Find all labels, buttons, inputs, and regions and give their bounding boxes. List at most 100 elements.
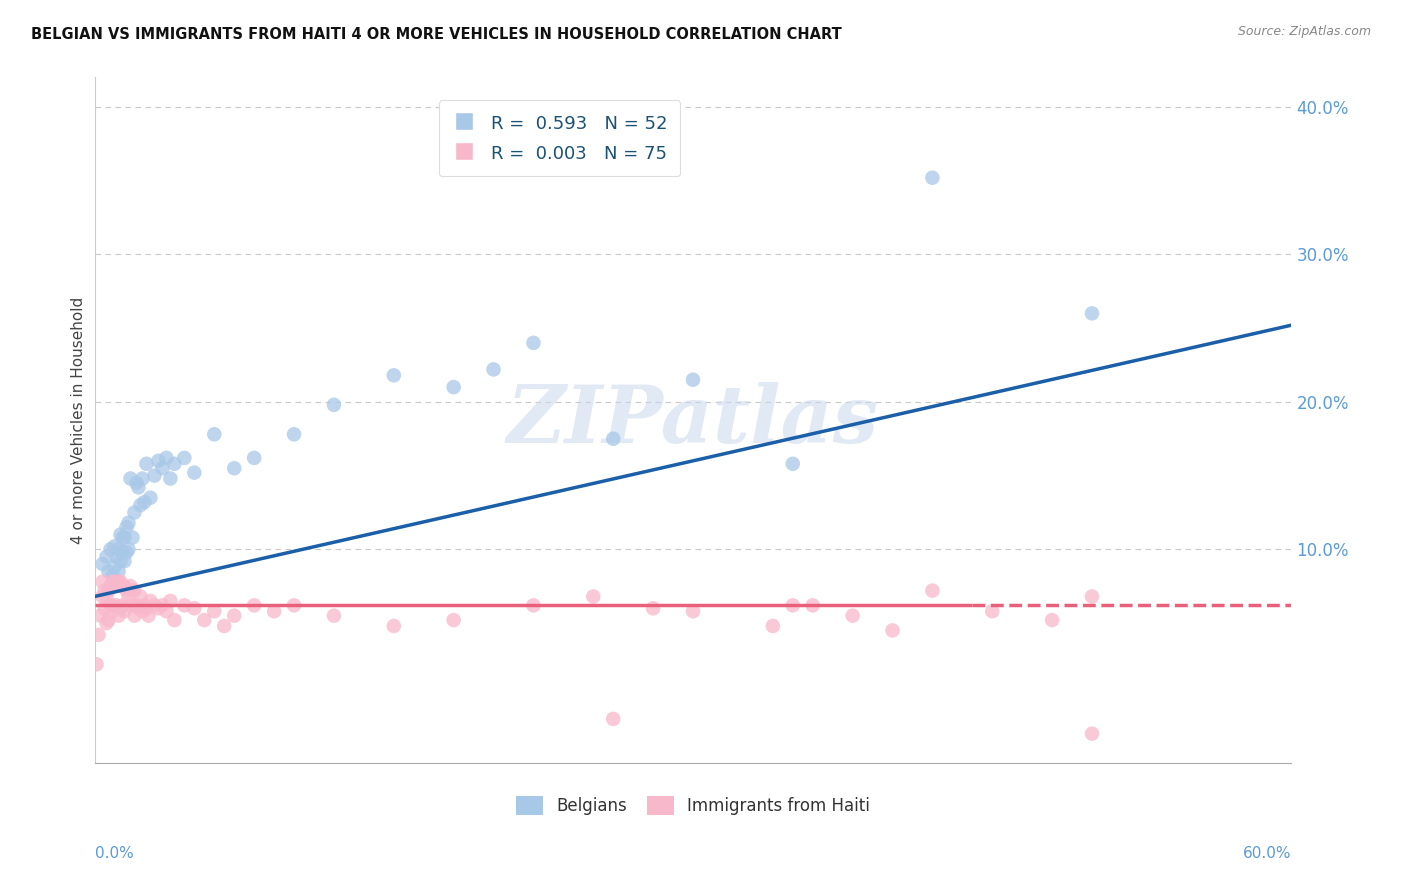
Point <box>224 461 246 475</box>
Point <box>243 599 266 613</box>
Point <box>131 604 153 618</box>
Point <box>91 557 114 571</box>
Point <box>134 599 156 613</box>
Point <box>121 583 143 598</box>
Point <box>152 461 174 475</box>
Point <box>382 368 405 383</box>
Point <box>93 583 115 598</box>
Point <box>148 454 170 468</box>
Point <box>173 599 195 613</box>
Point <box>96 549 118 564</box>
Point <box>111 531 134 545</box>
Point <box>103 540 125 554</box>
Point <box>120 471 142 485</box>
Point <box>111 545 134 559</box>
Text: 0.0%: 0.0% <box>94 847 134 861</box>
Point <box>117 542 139 557</box>
Point <box>120 599 142 613</box>
Point <box>120 579 142 593</box>
Point <box>97 583 120 598</box>
Point <box>111 579 134 593</box>
Point <box>105 579 128 593</box>
Point <box>143 468 166 483</box>
Point <box>107 542 129 557</box>
Point <box>129 590 152 604</box>
Point <box>103 560 125 574</box>
Text: Source: ZipAtlas.com: Source: ZipAtlas.com <box>1237 25 1371 38</box>
Point <box>121 531 143 545</box>
Point <box>101 574 124 589</box>
Y-axis label: 4 or more Vehicles in Household: 4 or more Vehicles in Household <box>72 297 86 544</box>
Point <box>163 613 186 627</box>
Point <box>782 457 804 471</box>
Point <box>762 619 785 633</box>
Point <box>443 380 465 394</box>
Point <box>127 480 149 494</box>
Point <box>1081 306 1104 320</box>
Point <box>114 604 136 618</box>
Point <box>117 590 139 604</box>
Point <box>159 594 181 608</box>
Point <box>173 450 195 465</box>
Point <box>135 601 157 615</box>
Point <box>131 471 153 485</box>
Point <box>107 565 129 579</box>
Point <box>91 590 114 604</box>
Point <box>682 373 704 387</box>
Point <box>212 619 235 633</box>
Point <box>114 531 136 545</box>
Point <box>124 505 146 519</box>
Point <box>163 457 186 471</box>
Point <box>114 579 136 593</box>
Point <box>921 583 943 598</box>
Text: ZIPatlas: ZIPatlas <box>508 382 879 459</box>
Point <box>111 599 134 613</box>
Point <box>125 475 148 490</box>
Point <box>782 599 804 613</box>
Point <box>1040 613 1063 627</box>
Point <box>323 608 346 623</box>
Point <box>139 491 162 505</box>
Point <box>100 599 122 613</box>
Point <box>96 590 118 604</box>
Point <box>1081 726 1104 740</box>
Point <box>183 601 205 615</box>
Point <box>152 599 174 613</box>
Point <box>382 619 405 633</box>
Point <box>155 604 177 618</box>
Point <box>1081 590 1104 604</box>
Point <box>107 574 129 589</box>
Point <box>91 574 114 589</box>
Point <box>882 624 904 638</box>
Point <box>193 613 215 627</box>
Point <box>283 427 305 442</box>
Text: BELGIAN VS IMMIGRANTS FROM HAITI 4 OR MORE VEHICLES IN HOUSEHOLD CORRELATION CHA: BELGIAN VS IMMIGRANTS FROM HAITI 4 OR MO… <box>31 27 842 42</box>
Point <box>323 398 346 412</box>
Point <box>682 604 704 618</box>
Point <box>125 599 148 613</box>
Point <box>107 608 129 623</box>
Point <box>224 608 246 623</box>
Point <box>117 516 139 530</box>
Point <box>243 450 266 465</box>
Legend: Belgians, Immigrants from Haiti: Belgians, Immigrants from Haiti <box>508 788 879 823</box>
Point <box>129 498 152 512</box>
Point <box>143 599 166 613</box>
Point <box>202 604 225 618</box>
Point <box>139 594 162 608</box>
Point <box>90 608 112 623</box>
Point <box>97 565 120 579</box>
Point <box>105 599 128 613</box>
Point <box>87 628 110 642</box>
Point <box>103 574 125 589</box>
Point <box>97 613 120 627</box>
Point <box>202 427 225 442</box>
Point <box>105 549 128 564</box>
Point <box>93 601 115 615</box>
Point <box>103 599 125 613</box>
Point <box>482 362 505 376</box>
Point <box>101 604 124 618</box>
Point <box>443 613 465 627</box>
Point <box>124 608 146 623</box>
Point <box>127 601 149 615</box>
